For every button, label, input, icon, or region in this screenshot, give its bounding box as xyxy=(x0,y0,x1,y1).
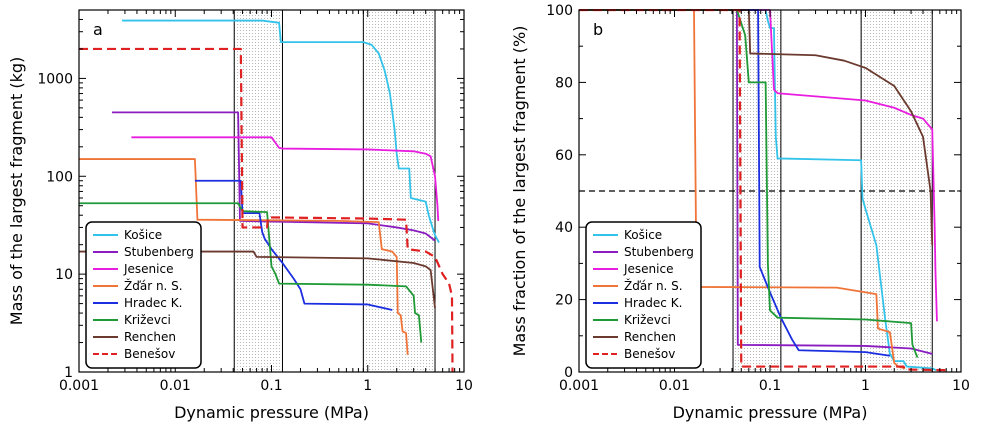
x-axis-title: Dynamic pressure (MPa) xyxy=(673,403,868,422)
series-line-zdar-n-s xyxy=(79,158,409,355)
series-line-krizevci xyxy=(579,9,919,358)
legend-label-krizevci: Križevci xyxy=(624,313,671,327)
legend-label-benesov: Benešov xyxy=(124,347,175,361)
legend-label-stubenberg: Stubenberg xyxy=(624,245,694,259)
series-line-renchen xyxy=(79,250,436,309)
legend: Košice Stubenberg Jesenice Žďár n. S. Hradec… xyxy=(85,221,202,369)
legend-label-stubenberg: Stubenberg xyxy=(124,245,194,259)
legend-label-jesenice: Jesenice xyxy=(123,262,173,276)
panel-a-mass: 0.001 0.01 0.1 1 10 1 10 100 1000 a Dynamic pressu… xyxy=(7,9,473,422)
series-line-hradec-k xyxy=(194,179,393,311)
y-axis-title: Mass fraction of the largest fragment (%… xyxy=(510,26,529,357)
x-tick-label: 0.1 xyxy=(759,378,781,394)
y-tick-label: 80 xyxy=(555,75,573,91)
series-line-zdar-n-s xyxy=(579,9,906,370)
legend-label-hradec-k: Hradec K. xyxy=(124,296,182,310)
x-tick-label: 1 xyxy=(861,378,870,394)
x-tick-label: 0.01 xyxy=(659,378,690,394)
x-tick-label: 0.01 xyxy=(160,378,191,394)
x-axis-title: Dynamic pressure (MPa) xyxy=(174,403,369,422)
shaded-range-2 xyxy=(363,10,436,372)
y-axis-title: Mass of the largest fragment (kg) xyxy=(7,57,26,325)
legend-box xyxy=(585,221,702,369)
panel-letter: b xyxy=(593,20,603,39)
x-tick-label: 10 xyxy=(952,378,970,394)
panel-letter: a xyxy=(93,20,103,39)
legend-label-renchen: Renchen xyxy=(124,330,176,344)
legend: Košice Stubenberg Jesenice Žďár n. S. Hradec… xyxy=(585,221,702,369)
legend-label-krizevci: Križevci xyxy=(124,313,171,327)
legend-label-kosice: Košice xyxy=(124,228,162,242)
y-tick-label: 1 xyxy=(64,365,73,381)
x-tick-label: 0.1 xyxy=(260,378,282,394)
legend-label-hradec-k: Hradec K. xyxy=(624,296,682,310)
y-tick-label: 0 xyxy=(564,365,573,381)
legend-box xyxy=(85,221,202,369)
series-line-jesenice xyxy=(131,136,440,221)
series-line-renchen xyxy=(579,9,934,246)
y-tick-label: 100 xyxy=(546,3,573,19)
series-line-kosice xyxy=(122,19,440,244)
series-line-kosice xyxy=(607,9,937,372)
x-tick-label: 1 xyxy=(363,378,372,394)
series-group xyxy=(79,19,454,373)
y-tick-label: 20 xyxy=(555,293,573,309)
legend-label-zdar-n-s: Žďár n. S. xyxy=(124,278,183,293)
legend-label-zdar-n-s: Žďár n. S. xyxy=(624,278,683,293)
x-tick-label: 0.001 xyxy=(59,378,99,394)
y-tick-label: 100 xyxy=(46,169,73,185)
shaded-range-1 xyxy=(234,10,283,372)
legend-label-kosice: Košice xyxy=(624,228,662,242)
series-line-benesov xyxy=(79,47,454,373)
x-tick-label: 10 xyxy=(455,378,473,394)
legend-label-jesenice: Jesenice xyxy=(623,262,673,276)
series-line-stubenberg xyxy=(111,111,436,242)
legend-label-renchen: Renchen xyxy=(624,330,676,344)
x-tick-label: 0.001 xyxy=(559,378,599,394)
series-line-jesenice xyxy=(636,9,938,322)
y-tick-label: 40 xyxy=(555,220,573,236)
y-tick-label: 1000 xyxy=(37,71,73,87)
y-tick-label: 60 xyxy=(555,148,573,164)
y-tick-label: 10 xyxy=(55,267,73,283)
legend-label-benesov: Benešov xyxy=(624,347,675,361)
